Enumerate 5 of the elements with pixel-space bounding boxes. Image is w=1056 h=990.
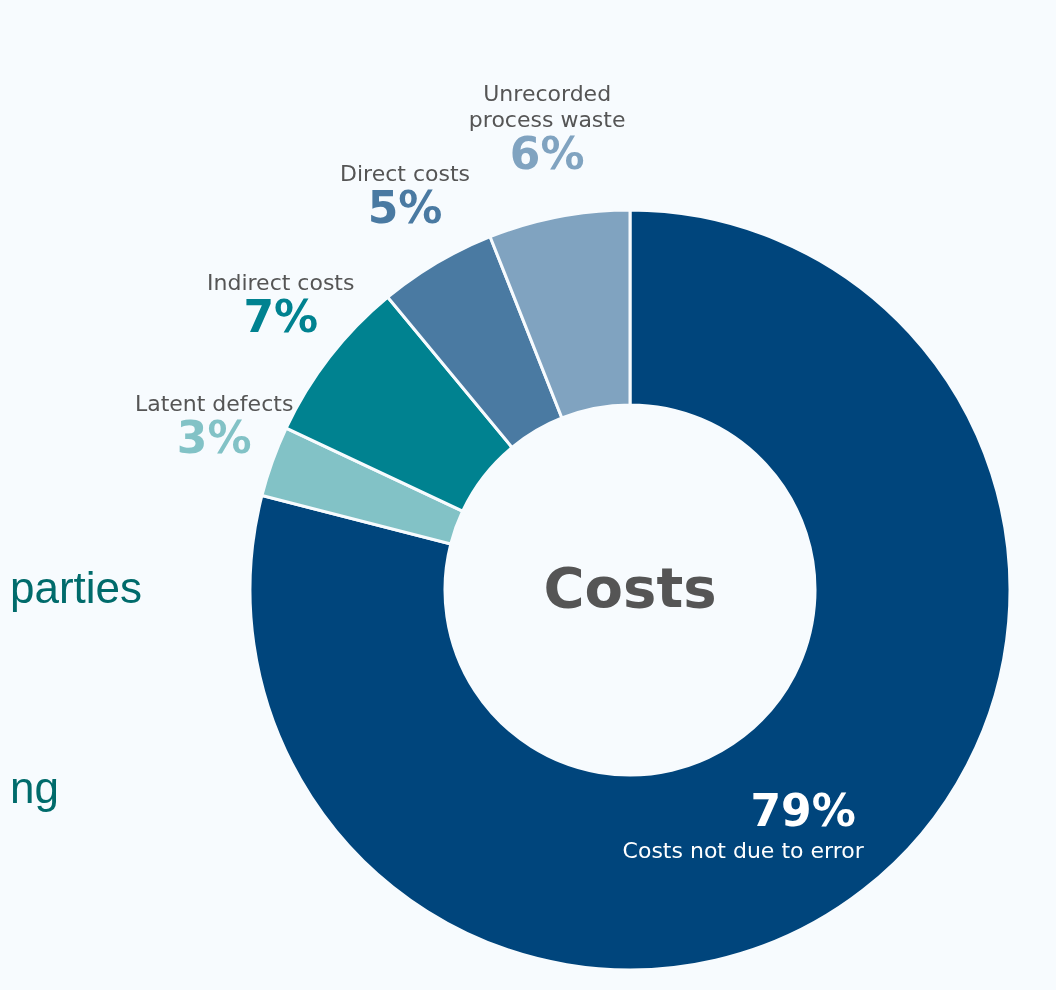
text: parties bbox=[10, 563, 143, 612]
text: ng bbox=[10, 763, 59, 812]
slice-label: Costs not due to error bbox=[622, 838, 865, 864]
data-label: 79% bbox=[750, 785, 856, 837]
text: Costs bbox=[543, 555, 717, 620]
